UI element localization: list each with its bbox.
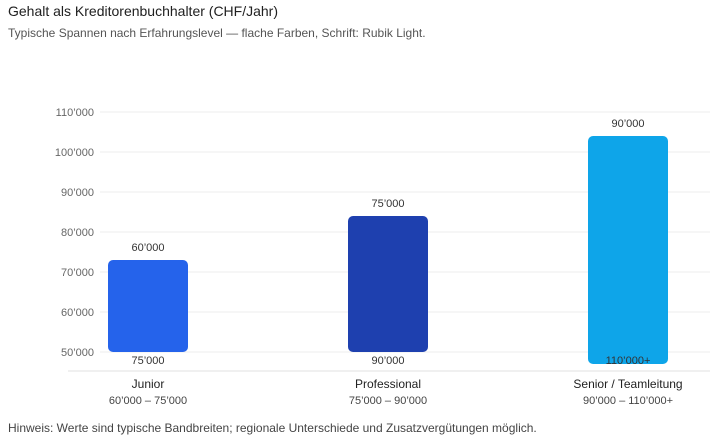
bars	[108, 136, 668, 364]
y-tick-label: 90’000	[61, 187, 94, 199]
bar-top-label: 90’000	[611, 118, 644, 130]
category-label: Professional	[355, 377, 421, 391]
bar-bottom-label: 90’000	[371, 355, 404, 367]
range-label: 60’000 – 75’000	[109, 395, 187, 407]
y-tick-label: 80’000	[61, 227, 94, 239]
category-label: Senior / Teamleitung	[573, 377, 682, 391]
bar-top-label: 60’000	[131, 242, 164, 254]
bar-2	[348, 216, 428, 352]
chart-note: Hinweis: Werte sind typische Bandbreiten…	[8, 421, 537, 435]
range-label: 90’000 – 110’000+	[583, 395, 673, 407]
y-tick-label: 70’000	[61, 267, 94, 279]
bar-top-label: 75’000	[371, 198, 404, 210]
bar-3	[588, 136, 668, 364]
bar-bottom-label: 75’000	[131, 355, 164, 367]
y-tick-label: 50’000	[61, 347, 94, 359]
bar-1	[108, 260, 188, 352]
bar-labels: 60’000 75’000 75’000 90’000 90’000 110’000+	[131, 118, 650, 367]
bar-bottom-label: 110’000+	[606, 355, 651, 367]
range-label: 75’000 – 90’000	[349, 395, 427, 407]
x-axis: Junior 60’000 – 75’000 Professional 75’000 …	[109, 377, 683, 407]
chart-subtitle: Typische Spannen nach Erfahrungslevel — …	[8, 26, 426, 40]
y-tick-label: 110’000	[56, 107, 94, 119]
chart-title: Gehalt als Kreditorenbuchhalter (CHF/Jah…	[8, 3, 279, 19]
category-label: Junior	[132, 377, 165, 391]
y-tick-label: 60’000	[61, 307, 94, 319]
y-axis: 50’000 60’000 70’000 80’000 90’000 100’000 110…	[55, 107, 94, 359]
y-tick-label: 100’000	[55, 147, 94, 159]
